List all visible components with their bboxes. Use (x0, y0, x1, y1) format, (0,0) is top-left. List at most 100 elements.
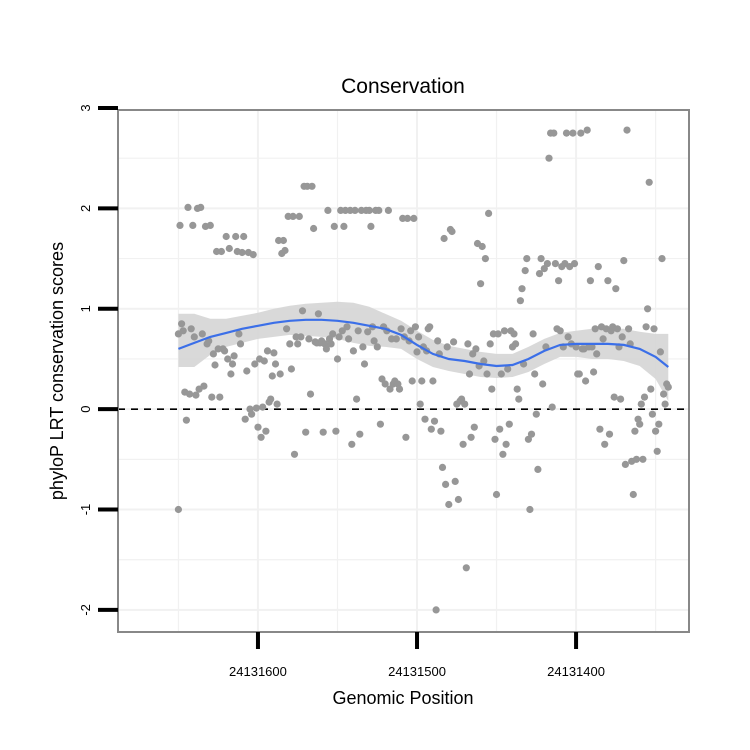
data-point (251, 360, 259, 368)
data-point (324, 206, 332, 214)
data-point (440, 234, 448, 243)
data-point (430, 417, 439, 425)
data-point (349, 347, 357, 355)
data-point (413, 348, 421, 356)
data-point (286, 340, 294, 348)
data-point (243, 367, 251, 375)
data-point (384, 206, 392, 214)
data-point (298, 307, 307, 315)
data-point (513, 385, 521, 393)
data-point (623, 126, 631, 134)
data-point (545, 154, 553, 162)
data-point (319, 428, 327, 436)
data-point (491, 435, 499, 443)
data-point (178, 320, 186, 328)
data-point (354, 327, 362, 335)
data-point (402, 433, 410, 441)
data-point (176, 221, 184, 229)
data-point (276, 370, 284, 378)
data-point (591, 325, 599, 333)
data-point (535, 270, 544, 278)
data-point (227, 370, 235, 378)
data-point (189, 221, 197, 229)
data-point (373, 343, 381, 351)
data-point (179, 327, 187, 335)
data-point (593, 350, 601, 358)
data-point (459, 440, 467, 448)
data-point (529, 330, 537, 338)
data-point (497, 370, 505, 378)
data-point (610, 393, 618, 401)
data-point (211, 361, 219, 369)
data-point (330, 222, 338, 230)
x-axis: 24131600 24131500 24131400 (229, 632, 605, 679)
data-point (462, 564, 470, 572)
data-point (235, 330, 243, 338)
x-tick-label: 24131400 (547, 664, 605, 679)
data-point (631, 427, 639, 435)
data-point (294, 340, 302, 348)
data-point (197, 203, 205, 211)
data-point (562, 129, 571, 137)
data-point (252, 404, 260, 412)
data-point (273, 400, 281, 408)
data-point (532, 410, 540, 418)
data-point (367, 222, 375, 230)
data-point (531, 370, 539, 378)
data-point (224, 355, 232, 363)
data-point (397, 325, 405, 333)
data-point (486, 340, 494, 348)
plot-frame (117, 109, 690, 633)
data-point (359, 343, 367, 351)
data-point (470, 423, 478, 431)
data-point (348, 440, 356, 448)
data-point (248, 410, 256, 418)
data-point (442, 480, 450, 488)
data-point (260, 357, 268, 365)
data-point (329, 330, 337, 338)
data-point (653, 447, 661, 455)
data-point (500, 327, 509, 335)
data-point (632, 455, 641, 463)
data-point (599, 335, 607, 343)
data-point (504, 365, 512, 373)
data-point (335, 333, 343, 341)
data-point (461, 400, 469, 408)
data-point (186, 390, 194, 398)
data-point (270, 349, 278, 357)
data-point (290, 450, 299, 458)
data-point (230, 352, 238, 360)
data-point (302, 428, 310, 436)
y-tick-label: 0 (78, 405, 93, 412)
data-point (407, 327, 415, 335)
data-point (481, 255, 489, 263)
data-point (192, 391, 200, 399)
data-point (655, 420, 663, 428)
data-point (496, 425, 504, 433)
data-point (464, 340, 472, 348)
data-point (222, 232, 230, 241)
data-point (381, 380, 389, 388)
data-point (392, 335, 400, 343)
data-point (443, 343, 451, 351)
data-point (254, 423, 262, 431)
data-point (586, 277, 595, 285)
data-point (451, 477, 459, 485)
data-point (426, 323, 434, 331)
data-point (454, 495, 462, 504)
data-point (551, 260, 560, 268)
data-point (438, 463, 447, 471)
data-point (421, 415, 429, 423)
data-point (283, 325, 291, 333)
data-point (499, 450, 507, 458)
data-point (636, 420, 644, 428)
data-point (450, 338, 458, 346)
data-point (241, 415, 249, 423)
data-point (225, 244, 233, 253)
data-point (257, 433, 265, 441)
data-point (660, 390, 668, 398)
data-point (526, 505, 534, 514)
data-point (652, 427, 660, 435)
data-point (445, 500, 453, 509)
data-point (465, 370, 474, 378)
